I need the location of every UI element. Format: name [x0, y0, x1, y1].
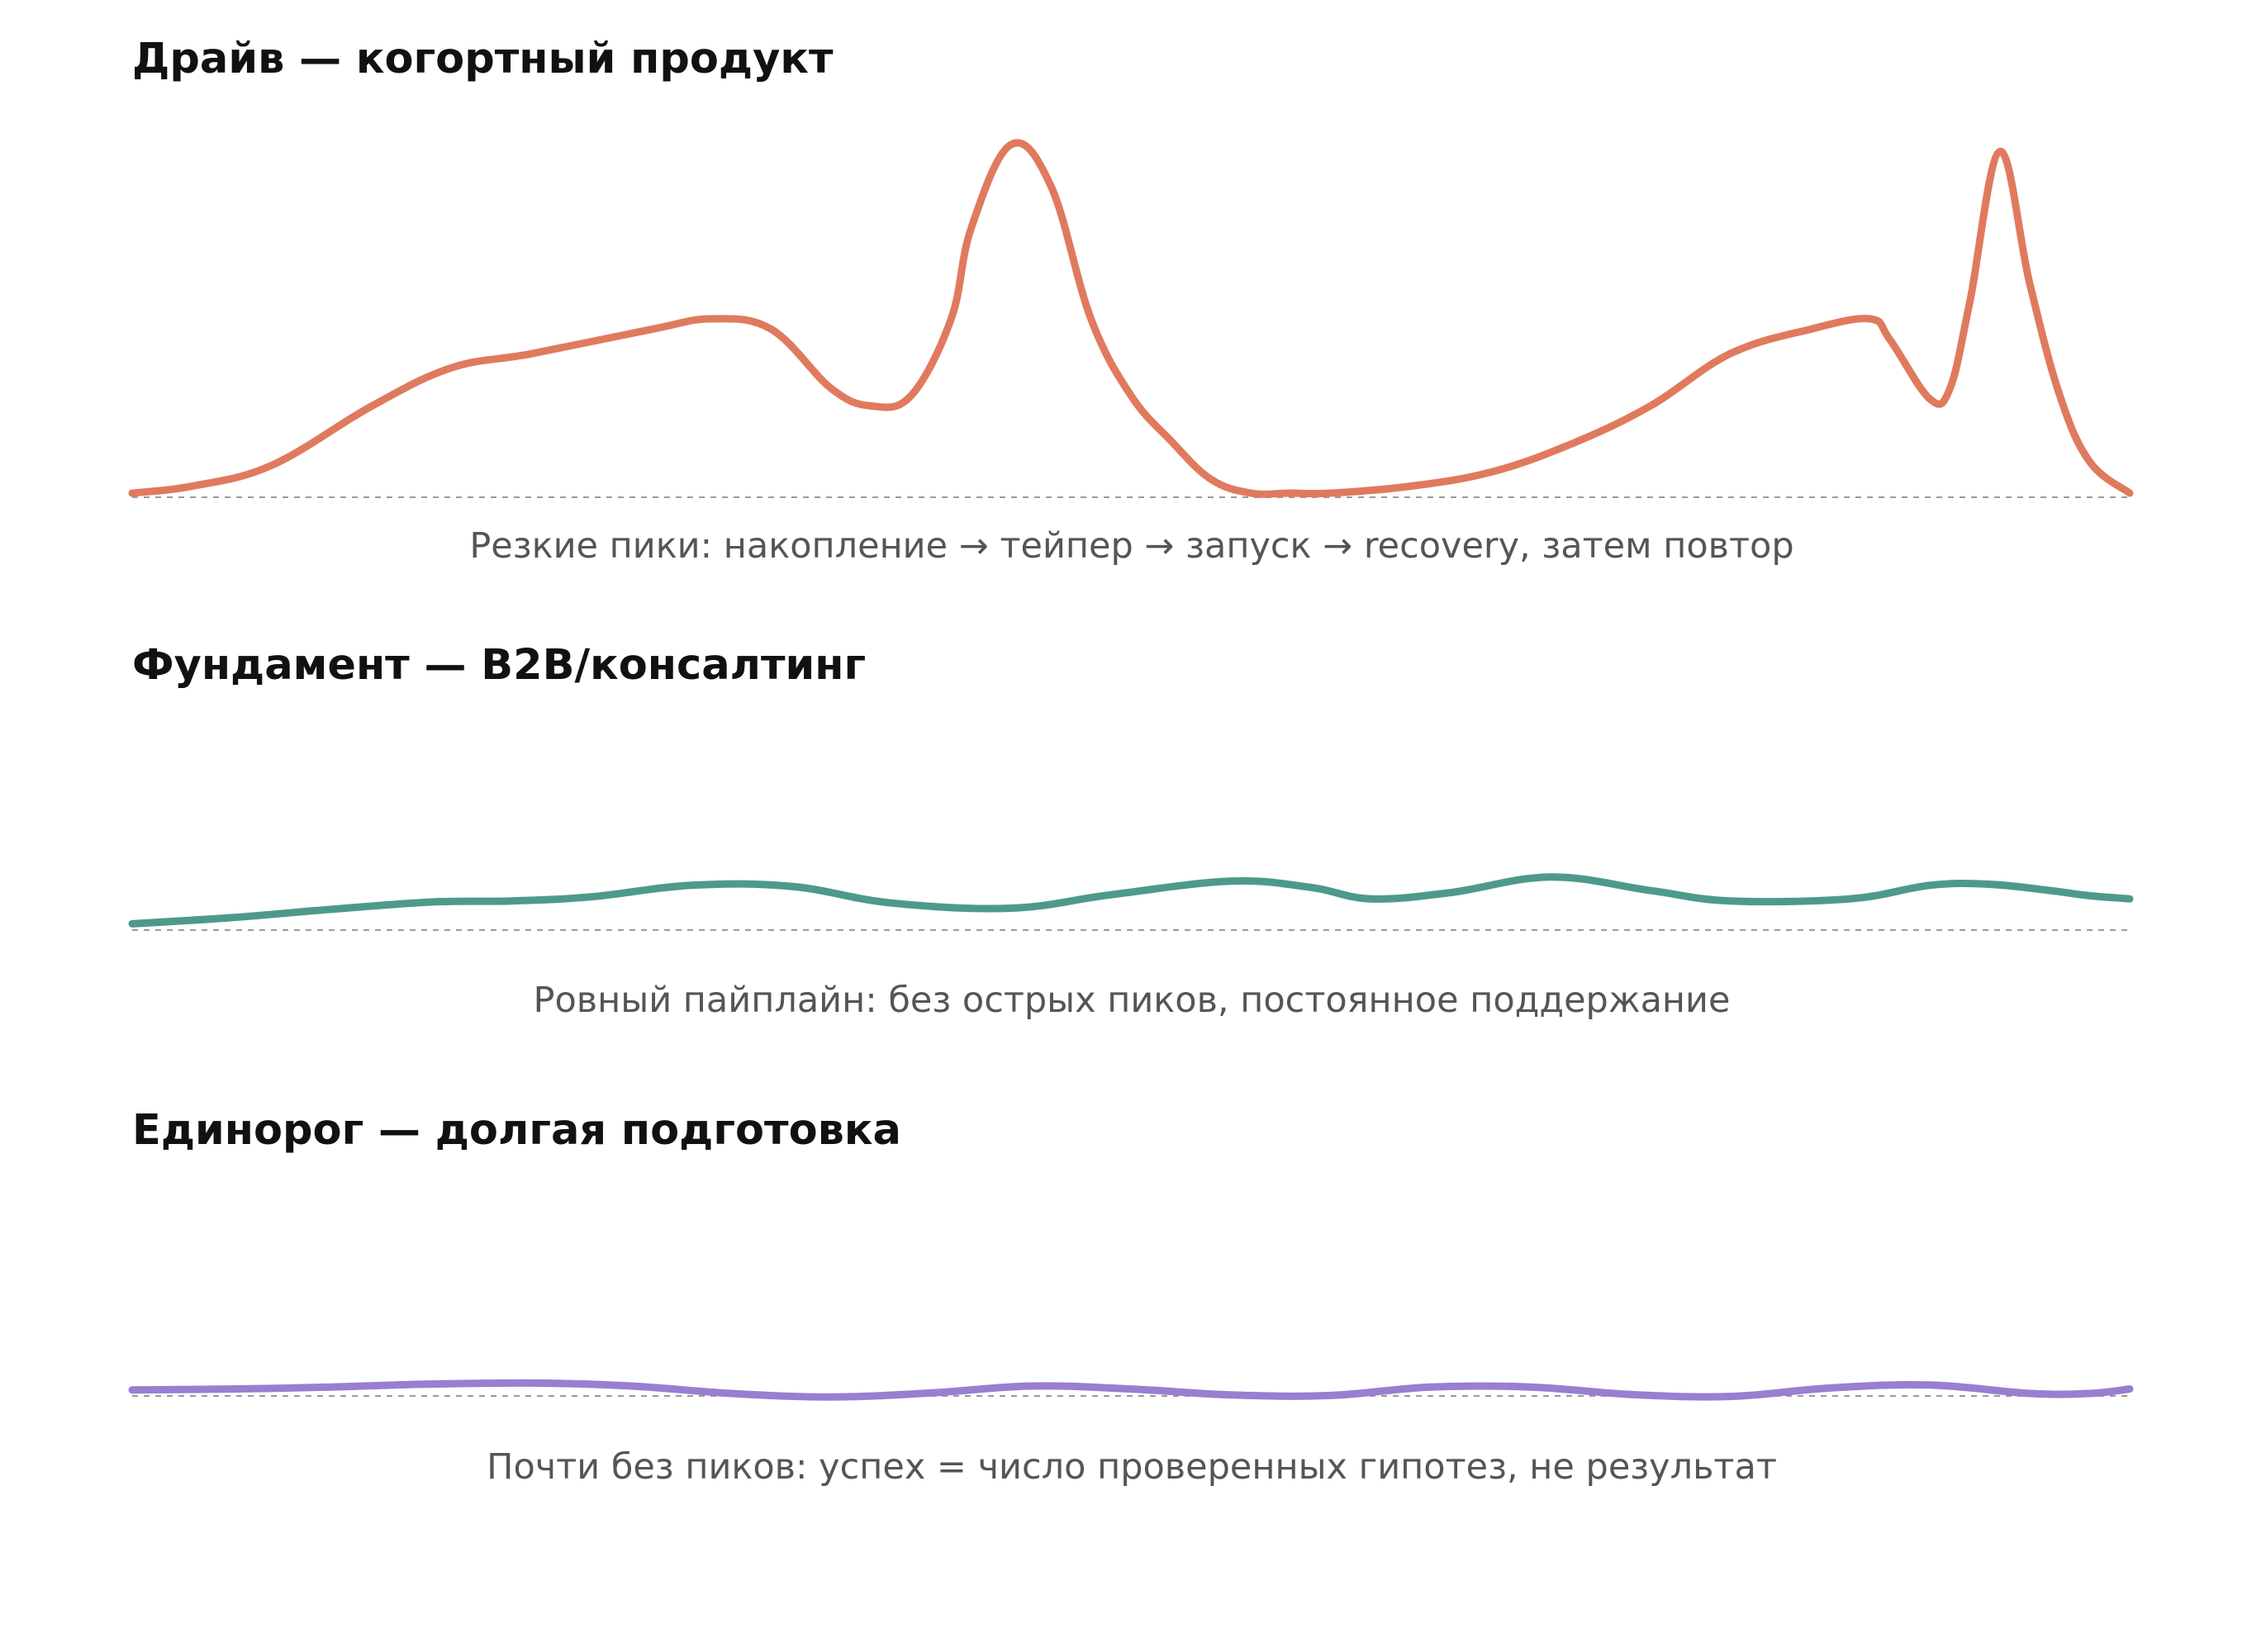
panel-title: Фундамент — B2B/консалтинг — [132, 641, 866, 690]
panel-foundation: Фундамент — B2B/консалтинг Ровный пайпла… — [128, 641, 2134, 1021]
series-line-foundation — [128, 873, 2134, 928]
panel-title: Драйв — когортный продукт — [132, 35, 834, 83]
panel-unicorn: Единорог — долгая подготовка Почти без п… — [128, 1106, 2134, 1488]
panel-drive: Драйв — когортный продукт Резкие пики: н… — [128, 35, 2134, 567]
series-line-drive — [128, 139, 2134, 498]
panel-title: Единорог — долгая подготовка — [132, 1106, 901, 1155]
panel-caption: Ровный пайплайн: без острых пиков, посто… — [534, 980, 1731, 1021]
series-line-unicorn — [128, 1379, 2134, 1401]
panel-caption: Резкие пики: накопление → тейпер → запус… — [469, 525, 1793, 567]
panel-caption: Почти без пиков: успех = число проверенн… — [487, 1446, 1777, 1488]
